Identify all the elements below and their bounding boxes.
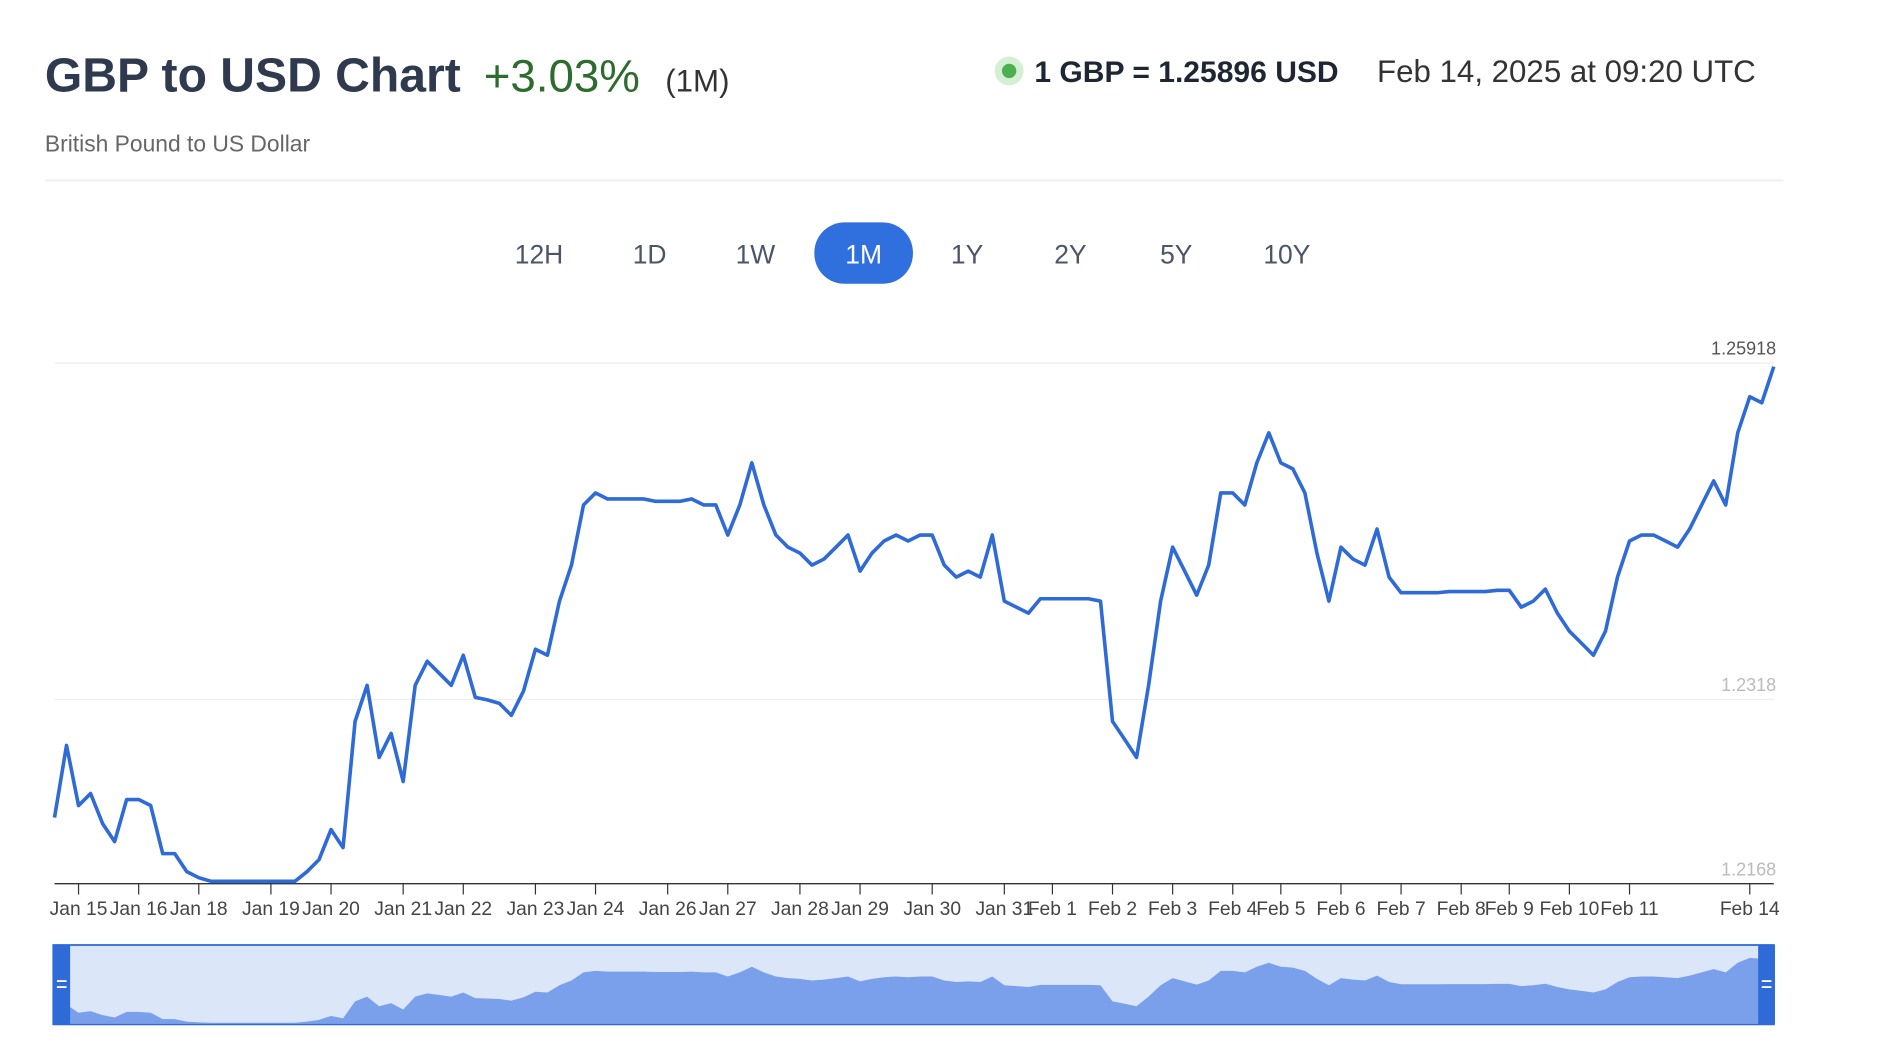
range-buttons: 12H 1D 1W 1M 1Y 2Y 5Y 10Y: [515, 222, 1311, 284]
range-label: 1M: [845, 239, 882, 269]
range-label: 1Y: [951, 239, 984, 269]
change: +3.03%: [484, 50, 640, 101]
navigator-handle[interactable]: [1758, 945, 1775, 1025]
x-tick-label: Jan 28: [771, 899, 829, 920]
x-tick-label: Jan 18: [170, 899, 228, 920]
x-tick-label: Feb 3: [1148, 899, 1197, 920]
y-tick-label: 1.2168: [1721, 859, 1776, 879]
x-tick-label: Jan 22: [434, 899, 492, 920]
x-tick-label: Jan 30: [903, 899, 961, 920]
x-tick-label: Feb 11: [1600, 899, 1658, 920]
range-button[interactable]: 5Y: [1160, 239, 1193, 269]
active-pill: [814, 222, 913, 284]
range-button[interactable]: 1M: [814, 222, 913, 284]
period: (1M): [665, 63, 729, 98]
x-tick-label: Jan 21: [374, 899, 432, 920]
range-label: 5Y: [1160, 239, 1193, 269]
range-label: 12H: [515, 239, 564, 269]
x-tick-label: Feb 14: [1720, 899, 1780, 920]
x-tick-label: Jan 31: [975, 899, 1033, 920]
x-tick-label: Jan 29: [831, 899, 889, 920]
navigator-area: [54, 953, 1774, 1024]
range-button[interactable]: 1D: [633, 239, 667, 269]
x-tick-label: Feb 8: [1437, 899, 1486, 920]
x-tick-label: Feb 9: [1485, 899, 1534, 920]
y-tick-label: 1.2318: [1721, 675, 1776, 695]
navigator: [52, 944, 1775, 1026]
range-button[interactable]: 2Y: [1054, 239, 1087, 269]
page-title: GBP to USD Chart: [45, 48, 461, 102]
y-tick-label: 1.25918: [1711, 339, 1776, 359]
x-tick-label: Feb 2: [1088, 899, 1137, 920]
range-button[interactable]: 12H: [515, 239, 564, 269]
x-tick-label: Feb 5: [1256, 899, 1305, 920]
x-tick-label: Jan 24: [567, 899, 625, 920]
x-tick-label: Jan 16: [110, 899, 168, 920]
range-label: 2Y: [1054, 239, 1087, 269]
range-button[interactable]: 1Y: [951, 239, 984, 269]
timestamp: Feb 14, 2025 at 09:20 UTC: [1377, 54, 1756, 89]
plot: 1.2168 1.2318 1.25918 Jan 15 Jan 16 Jan 18 Jan…: [50, 339, 1780, 920]
x-tick-label: Jan 15: [50, 899, 108, 920]
x-tick-label: Feb 1: [1028, 899, 1077, 920]
status-dot: [1001, 63, 1017, 79]
rate: 1 GBP = 1.25896 USD: [1034, 56, 1338, 89]
x-tick-label: Feb 10: [1539, 899, 1599, 920]
price-line: [52, 366, 1776, 884]
range-label: 1D: [633, 239, 667, 269]
x-tick-label: Jan 27: [699, 899, 757, 920]
subtitle: British Pound to US Dollar: [45, 130, 311, 156]
range-label: 1W: [736, 239, 776, 269]
range-button[interactable]: 10Y: [1263, 239, 1310, 269]
x-tick-label: Jan 23: [507, 899, 565, 920]
x-tick-label: Jan 20: [302, 899, 360, 920]
x-tick-label: Feb 6: [1316, 899, 1365, 920]
x-tick-label: Feb 7: [1376, 899, 1425, 920]
navigator-handle[interactable]: [53, 945, 71, 1025]
range-label: 10Y: [1263, 239, 1310, 269]
x-tick-label: Feb 4: [1208, 899, 1257, 920]
x-tick-label: Jan 26: [639, 899, 697, 920]
range-button[interactable]: 1W: [736, 239, 776, 269]
x-tick-label: Jan 19: [242, 899, 300, 920]
